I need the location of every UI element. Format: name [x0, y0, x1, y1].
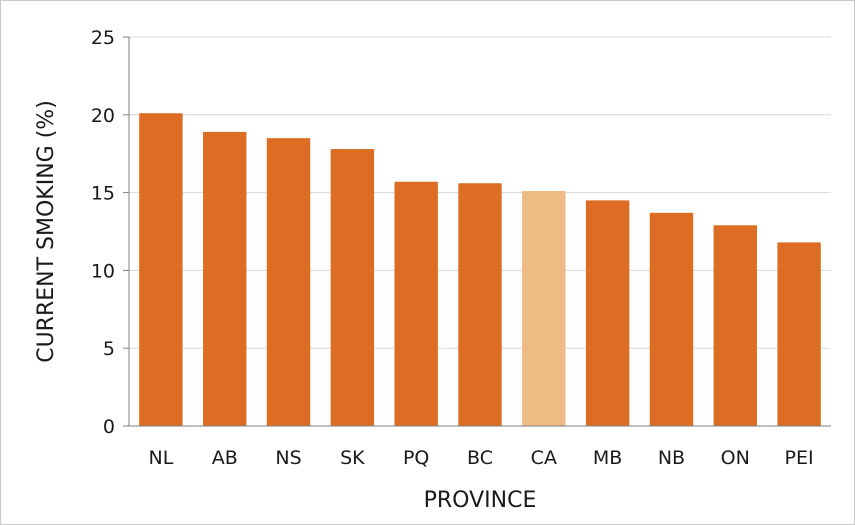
x-tick-label: AB: [212, 447, 238, 469]
x-tick-label: CA: [531, 447, 557, 469]
x-tick-label: SK: [340, 447, 365, 469]
bar-pq: [394, 181, 438, 426]
y-axis-ticks: 0 5 10 15 20 25: [91, 27, 129, 438]
bar-pei: [777, 242, 821, 426]
bar-on: [713, 225, 757, 426]
x-axis-title: PROVINCE: [424, 488, 537, 513]
x-tick-label: PEI: [785, 447, 814, 469]
bar-ab: [203, 131, 247, 426]
y-tick-label: 10: [91, 260, 115, 282]
x-tick-label: NB: [658, 447, 685, 469]
bar-bc: [458, 183, 502, 426]
y-tick-label: 5: [103, 338, 115, 360]
y-axis-title: CURRENT SMOKING (%): [34, 100, 59, 363]
x-tick-label: MB: [593, 447, 622, 469]
x-tick-label: PQ: [403, 447, 429, 469]
bar-ca: [522, 191, 566, 426]
y-tick-label: 0: [103, 416, 115, 438]
y-tick-label: 20: [91, 105, 115, 127]
bars: [139, 113, 821, 427]
bar-nl: [139, 113, 183, 426]
bar-sk: [330, 149, 375, 427]
x-tick-label: NS: [275, 447, 301, 469]
x-tick-label: BC: [467, 447, 493, 469]
y-tick-label: 25: [91, 27, 115, 49]
x-axis-ticks: NL AB NS SK PQ BC CA MB NB ON PEI: [149, 447, 814, 469]
y-tick-label: 15: [91, 183, 115, 205]
bar-nb: [649, 212, 694, 426]
x-tick-label: NL: [149, 447, 174, 469]
bar-ns: [266, 138, 311, 426]
bar-mb: [585, 200, 630, 426]
x-tick-label: ON: [721, 447, 750, 469]
